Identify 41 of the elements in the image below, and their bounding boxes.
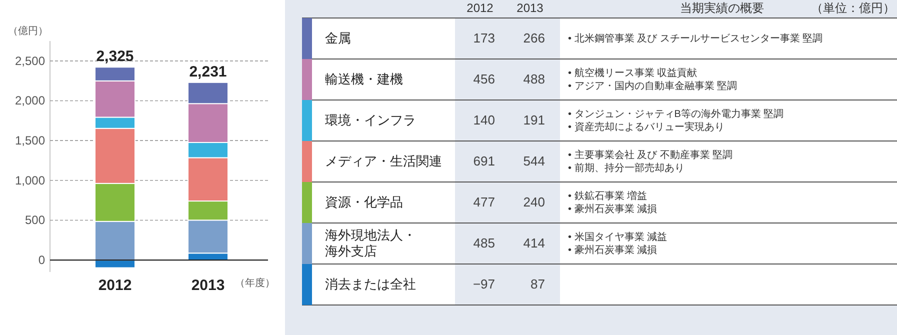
total-label: 2,231 xyxy=(189,63,227,80)
text: • 主要事業会社 及び 不動産事業 堅調 • 前期、持分一部売却あり xyxy=(568,149,733,174)
y-tick-label: 2,000 xyxy=(14,94,46,108)
text: • 航空機リース事業 収益貢献 • アジア・国内の自動車金融事業 堅調 xyxy=(568,67,738,92)
category-label: 資源・化学品 xyxy=(325,194,403,210)
total-label: 2,325 xyxy=(96,48,134,66)
data-label: 544 xyxy=(523,154,545,168)
category-label: 金属 xyxy=(325,30,351,46)
data-label: 477 xyxy=(473,194,495,210)
text: • 北米鋼管事業 及び スチールサービスセンター事業 堅調 xyxy=(568,32,823,44)
y-tick-label: 2,500 xyxy=(14,54,46,68)
text: • 鉄鉱石事業 増益 • 豪州石炭事業 減損 xyxy=(568,190,658,215)
y-tick-label: 1,500 xyxy=(14,134,46,148)
data-label: 240 xyxy=(523,194,545,210)
category-label: 消去または全社 xyxy=(325,276,416,292)
y-tick-label: 0 xyxy=(38,253,46,268)
data-label: −97 xyxy=(472,276,495,292)
data-label: 140 xyxy=(473,112,495,128)
category-label: メディア・生活関連 xyxy=(325,154,442,168)
y-tick-label: 500 xyxy=(24,213,46,228)
series-label: 2012 xyxy=(466,1,494,15)
text: 当期実績の概要 xyxy=(680,1,764,15)
data-label: 485 xyxy=(473,236,495,250)
data-label: 488 xyxy=(523,72,545,86)
text: • 米国タイヤ事業 減益 • 豪州石炭事業 減損 xyxy=(568,231,668,256)
category-label: 輸送機・建機 xyxy=(325,72,403,86)
data-label: 191 xyxy=(523,112,545,128)
data-label: 691 xyxy=(473,154,495,168)
data-label: 266 xyxy=(523,30,545,46)
text: • タンジュン・ジャティB等の海外電力事業 堅調 • 資産売却によるバリュー実現あり xyxy=(568,108,784,133)
text: 2013 xyxy=(516,1,544,15)
category-label: 海外現地法人・海外支店 xyxy=(325,228,416,258)
category-label: 環境・インフラ xyxy=(325,112,416,128)
data-label: 456 xyxy=(473,72,495,86)
data-label: 414 xyxy=(523,236,545,250)
data-label: 173 xyxy=(473,30,495,46)
text: （単位：億円） xyxy=(811,1,895,15)
y-axis-title: （億円） xyxy=(8,25,48,37)
x-axis-title: （年度） xyxy=(235,277,275,289)
y-tick-label: 1,000 xyxy=(14,173,46,188)
data-label: 87 xyxy=(530,276,545,292)
